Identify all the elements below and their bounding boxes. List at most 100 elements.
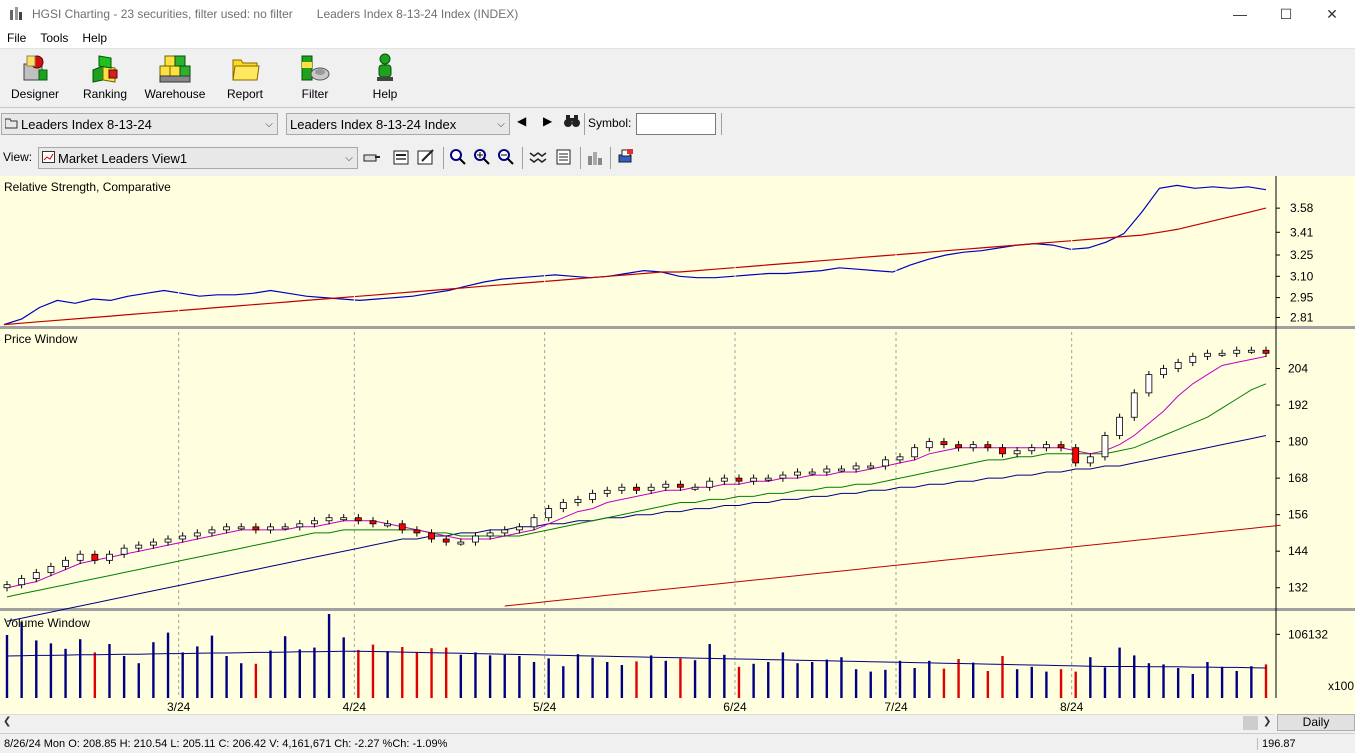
volume-bar — [1030, 666, 1033, 698]
candle-body — [559, 502, 567, 509]
selector-row: Leaders Index 8-13-24 ⌵ Leaders Index 8-… — [0, 110, 1355, 138]
date-tick-label: 5/24 — [533, 700, 557, 714]
volume-bar — [898, 660, 902, 698]
candle-body — [691, 486, 699, 490]
candle-body — [296, 523, 304, 528]
volume-bar — [825, 659, 829, 698]
properties-icon[interactable] — [393, 148, 411, 166]
candle-body — [1028, 447, 1036, 452]
volume-bar — [518, 656, 521, 698]
candle-body — [750, 477, 758, 482]
volume-bar — [664, 660, 667, 698]
candle-body — [808, 471, 816, 475]
chart-area[interactable]: 3.58 3.41 3.25 3.10 2.95 2.81 3/24 4/24 5/24 6/24… — [0, 176, 1355, 716]
horizontal-scrollbar[interactable]: ❮ ❯ — [0, 714, 1275, 731]
zoom-icon[interactable] — [449, 148, 467, 166]
candle-body — [47, 566, 55, 573]
chart-canvas[interactable]: 3.58 3.41 3.25 3.10 2.95 2.81 3/24 4/24 5/24 6/24… — [0, 176, 1355, 716]
date-tick-label: 8/24 — [1060, 700, 1084, 714]
volume-bar — [767, 662, 770, 698]
symbol-input[interactable] — [636, 113, 716, 135]
volume-bar — [210, 635, 214, 698]
candle-body — [662, 483, 670, 488]
warehouse-button[interactable]: Warehouse — [140, 50, 210, 106]
volume-bar — [635, 661, 638, 698]
period-daily-button[interactable]: Daily — [1277, 714, 1355, 731]
designer-button[interactable]: Designer — [0, 50, 70, 106]
data-table-icon[interactable] — [555, 148, 573, 166]
minimize-button[interactable]: — — [1233, 6, 1247, 22]
candle-body — [486, 532, 494, 537]
previous-security-icon[interactable]: ◀ — [517, 114, 527, 128]
view-combo[interactable]: Market Leaders View1 ⌵ — [38, 147, 358, 169]
candle-body — [237, 526, 245, 530]
volume-bar — [913, 668, 916, 698]
zoom-in-icon[interactable] — [473, 148, 491, 166]
volume-pane-title: Volume Window — [4, 616, 91, 630]
chart-style-icon[interactable] — [586, 148, 604, 166]
candle-body — [1247, 349, 1255, 353]
zoom-out-icon[interactable] — [497, 148, 515, 166]
menu-tools[interactable]: Tools — [40, 31, 69, 45]
candle-body — [428, 532, 435, 540]
list-combo[interactable]: Leaders Index 8-13-24 ⌵ — [1, 113, 278, 135]
next-security-icon[interactable]: ▶ — [543, 114, 553, 128]
list-combo-value: Leaders Index 8-13-24 — [21, 116, 152, 132]
candle-body — [794, 471, 801, 476]
candle-body — [735, 477, 743, 482]
volume-bar — [35, 640, 38, 698]
volume-bar — [108, 644, 111, 698]
filter-button[interactable]: Filter — [280, 50, 350, 106]
candle-body — [325, 517, 333, 522]
maximize-button[interactable]: ☐ — [1279, 5, 1293, 22]
pane-separator — [0, 326, 1355, 329]
close-button[interactable]: ✕ — [1326, 5, 1338, 22]
price-pane-title: Price Window — [4, 332, 78, 346]
date-tick-label: 4/24 — [343, 700, 367, 714]
volume-bar — [854, 669, 858, 698]
volume-bar — [679, 658, 682, 698]
candle-body — [1262, 349, 1270, 354]
scroll-right-icon[interactable]: ❯ — [1263, 716, 1272, 727]
menu-file[interactable]: File — [7, 31, 27, 45]
candle-body — [281, 526, 289, 530]
report-button[interactable]: Report — [210, 50, 280, 106]
candle-body — [120, 547, 128, 555]
candle-body — [545, 508, 553, 519]
candle-body — [398, 523, 406, 531]
candle-body — [135, 544, 143, 549]
volume-bar — [708, 644, 711, 698]
menu-help[interactable]: Help — [82, 31, 108, 45]
price-tick-label: 168 — [1288, 471, 1308, 485]
cursor-value: 196.87 — [1257, 737, 1355, 750]
candle-body — [1101, 435, 1109, 458]
app-title: HGSI Charting - 23 securities, filter us… — [32, 7, 293, 21]
volume-bar — [93, 652, 97, 698]
scroll-thumb[interactable] — [1243, 716, 1258, 730]
binoculars-icon[interactable] — [563, 113, 581, 132]
security-combo[interactable]: Leaders Index 8-13-24 Index ⌵ — [286, 113, 510, 135]
ranking-button[interactable]: Ranking — [70, 50, 140, 106]
candle-body — [3, 584, 11, 589]
help-button[interactable]: Help — [350, 50, 420, 106]
view-combo-value: Market Leaders View1 — [58, 150, 188, 166]
volume-bar — [254, 663, 258, 698]
volume-bar — [591, 657, 594, 698]
compress-chart-icon[interactable] — [529, 148, 547, 166]
candle-body — [1189, 355, 1197, 363]
volume-bar — [840, 657, 843, 698]
print-icon[interactable] — [617, 148, 635, 166]
ma-fast-line — [6, 355, 1267, 589]
report-icon — [232, 59, 260, 81]
candle-body — [764, 477, 772, 481]
hand-pointer-icon[interactable] — [363, 149, 381, 167]
candle-body — [472, 535, 479, 543]
edit-view-icon[interactable] — [417, 148, 435, 166]
volume-average-line — [6, 650, 1267, 669]
volume-bar — [181, 652, 184, 698]
volume-bar — [532, 662, 536, 698]
volume-bar — [1206, 662, 1209, 698]
scroll-left-icon[interactable]: ❮ — [3, 716, 12, 727]
candle-body — [589, 492, 596, 500]
